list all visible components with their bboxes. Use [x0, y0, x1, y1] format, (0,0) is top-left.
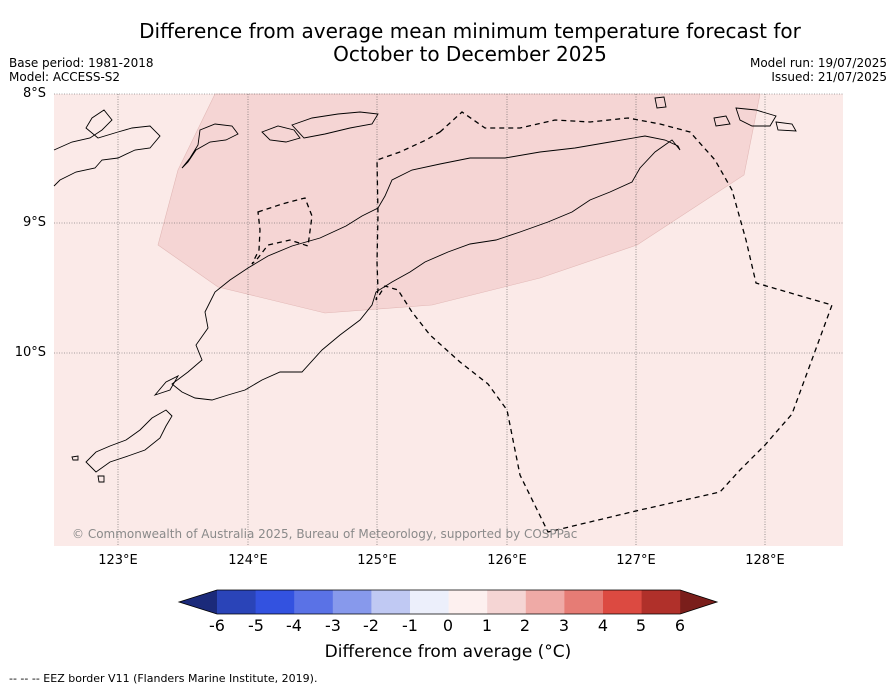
lon-label-126e: 126°E	[487, 553, 527, 568]
meta-left: Base period: 1981-2018 Model: ACCESS-S2	[9, 56, 154, 84]
colorbar-segment	[448, 590, 488, 614]
colorbar-tick: 0	[442, 616, 454, 635]
lon-label-128e: 128°E	[745, 553, 785, 568]
anomaly-region	[157, 93, 761, 314]
colorbar-segment	[564, 590, 604, 614]
coastlines	[53, 96, 797, 483]
coastline-islet-3	[775, 121, 797, 132]
coastline-islet-4	[713, 115, 731, 127]
colorbar-tick: -5	[248, 616, 264, 635]
lon-label-124e: 124°E	[228, 553, 268, 568]
lon-label-125e: 125°E	[357, 553, 397, 568]
colorbar-extend-low	[179, 590, 217, 614]
colorbar-tick: -1	[402, 616, 418, 635]
lat-label-10s: 10°S	[14, 345, 46, 360]
colorbar-extend-high	[680, 590, 717, 614]
coastline-savu	[85, 409, 173, 473]
meta-right: Model run: 19/07/2025 Issued: 21/07/2025	[750, 56, 887, 84]
colorbar-segments	[177, 589, 719, 615]
model-name: Model: ACCESS-S2	[9, 70, 121, 84]
eez-border-main	[375, 111, 833, 533]
colorbar-tick: 1	[481, 616, 493, 635]
lon-label-127e: 127°E	[616, 553, 656, 568]
colorbar-segment	[255, 590, 295, 614]
issued-date: Issued: 21/07/2025	[771, 70, 887, 84]
coastline-flores-east	[181, 123, 239, 169]
colorbar-tick: -4	[286, 616, 302, 635]
coastline-islet-1	[654, 96, 667, 109]
colorbar-segment	[332, 590, 372, 614]
colorbar-outline	[177, 589, 719, 615]
eez-borders	[251, 111, 833, 533]
copyright-notice: © Commonwealth of Australia 2025, Bureau…	[72, 527, 578, 541]
colorbar-segment	[641, 590, 681, 614]
lon-label-123e: 123°E	[98, 553, 138, 568]
colorbar-segment	[603, 590, 642, 614]
coastline-timor	[171, 135, 681, 401]
model-run: Model run: 19/07/2025	[749, 56, 887, 70]
title-line-2: October to December 2025	[333, 42, 607, 66]
colorbar-tick: -3	[325, 616, 341, 635]
map-title: Difference from average mean minimum tem…	[120, 20, 820, 66]
coastline-wetar	[291, 111, 379, 139]
colorbar-segment	[410, 590, 449, 614]
colorbar-segment	[294, 590, 334, 614]
graticule	[54, 93, 843, 546]
colorbar-label: Difference from average (°C)	[324, 642, 572, 662]
colorbar-segment	[217, 590, 256, 614]
eez-footnote: -- -- -- EEZ border V11 (Flanders Marine…	[9, 672, 318, 685]
colorbar-tick: 2	[519, 616, 531, 635]
colorbar-segment	[487, 590, 527, 614]
colorbar-tick: 6	[674, 616, 686, 635]
coastline-roti	[153, 374, 180, 396]
coastline-north-islands	[53, 109, 161, 187]
colorbar-tick: 3	[558, 616, 570, 635]
colorbar-tick: -6	[209, 616, 225, 635]
lat-label-9s: 9°S	[22, 215, 46, 230]
colorbar-tick: 5	[635, 616, 647, 635]
base-period: Base period: 1981-2018	[9, 56, 154, 70]
coastline-islet-5	[71, 455, 79, 461]
colorbar-tick: -2	[363, 616, 379, 635]
colorbar-segment	[525, 590, 565, 614]
colorbar-segment	[371, 590, 411, 614]
coastline-alor	[261, 125, 301, 143]
title-line-1: Difference from average mean minimum tem…	[139, 19, 801, 43]
lat-label-8s: 8°S	[22, 86, 46, 101]
colorbar-tick: 4	[597, 616, 609, 635]
eez-border-oecusse	[251, 197, 313, 265]
coastline-islet-6	[97, 475, 105, 483]
coastline-islet-2	[735, 107, 777, 127]
